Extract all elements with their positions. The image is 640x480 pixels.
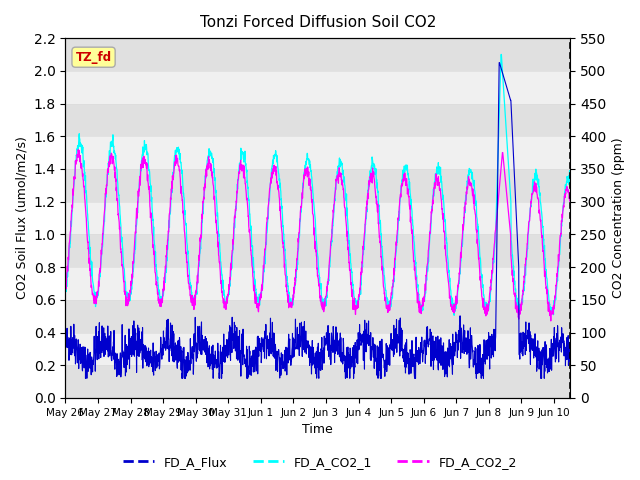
Bar: [65, 365, 570, 398]
Bar: [65, 300, 570, 333]
Title: Tonzi Forced Diffusion Soil CO2: Tonzi Forced Diffusion Soil CO2: [200, 15, 436, 30]
Bar: [65, 104, 570, 136]
Legend: FD_A_Flux, FD_A_CO2_1, FD_A_CO2_2: FD_A_Flux, FD_A_CO2_1, FD_A_CO2_2: [118, 451, 522, 474]
Y-axis label: CO2 Soil Flux (umol/m2/s): CO2 Soil Flux (umol/m2/s): [15, 137, 28, 300]
Text: TZ_fd: TZ_fd: [76, 51, 111, 64]
Bar: [65, 38, 570, 71]
Bar: [65, 234, 570, 267]
Bar: [65, 169, 570, 202]
X-axis label: Time: Time: [303, 423, 333, 436]
Y-axis label: CO2 Concentration (ppm): CO2 Concentration (ppm): [612, 138, 625, 299]
